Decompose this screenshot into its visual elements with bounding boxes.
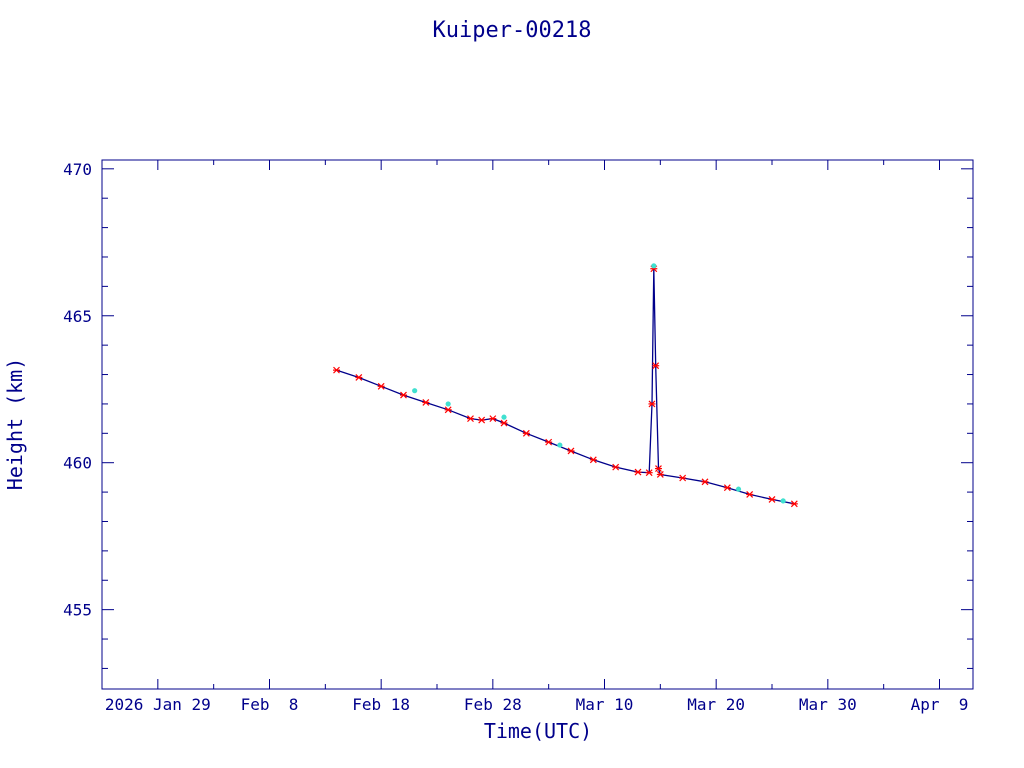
x-tick-label: Mar 30 <box>799 695 857 714</box>
data-point <box>746 491 754 498</box>
plot-frame <box>101 159 974 690</box>
x-tick-label: Mar 10 <box>576 695 634 714</box>
x-axis: 2026 Jan 29 Feb 8 Feb 18 Feb 28 Mar 10 Mar 20… <box>101 160 969 714</box>
data-point <box>679 474 687 482</box>
data-point <box>701 478 709 486</box>
data-point <box>377 382 385 390</box>
x-tick-label: Feb 8 <box>241 695 299 714</box>
y-tick-label: 465 <box>63 307 92 326</box>
chart-title: Kuiper-00218 <box>433 18 592 43</box>
x-tick-label: Apr 9 <box>911 695 969 714</box>
data-point <box>612 463 620 471</box>
highlight-point <box>501 414 507 420</box>
data-point <box>467 415 474 423</box>
data-point <box>489 415 497 423</box>
data-point <box>656 471 664 478</box>
x-tick-label: 2026 Jan 29 <box>105 695 211 714</box>
data-point <box>444 406 452 414</box>
y-axis-label: Height (km) <box>3 358 27 490</box>
highlight-point <box>412 388 418 394</box>
data-point <box>545 438 553 446</box>
highlight-point <box>651 263 657 269</box>
data-point <box>478 416 486 424</box>
data-point <box>500 419 508 427</box>
data-point <box>654 465 662 473</box>
highlight-point <box>780 498 786 504</box>
series-line <box>336 268 795 505</box>
highlight-point <box>445 401 451 407</box>
data-point <box>648 400 656 408</box>
y-tick-label: 460 <box>63 454 92 473</box>
data-point <box>355 374 363 381</box>
y-tick-label: 470 <box>63 160 92 179</box>
x-axis-label: Time(UTC) <box>484 719 592 743</box>
x-tick-label: Mar 20 <box>687 695 745 714</box>
x-tick-label: Feb 18 <box>352 695 410 714</box>
data-point <box>768 496 776 503</box>
data-point <box>567 447 575 455</box>
data-point <box>522 429 530 437</box>
series-layer <box>333 263 798 508</box>
highlight-point <box>735 486 742 492</box>
data-point <box>652 362 660 370</box>
data-point <box>645 469 653 477</box>
data-point <box>400 391 407 399</box>
data-point <box>333 366 340 374</box>
data-point <box>422 399 430 406</box>
y-axis: 455 460 465 470 <box>63 160 973 669</box>
data-point <box>790 500 798 508</box>
data-point <box>634 468 642 476</box>
y-tick-label: 455 <box>63 601 92 620</box>
data-point <box>723 484 731 492</box>
x-tick-label: Feb 28 <box>464 695 522 714</box>
highlight-point <box>557 442 563 448</box>
data-point <box>589 456 597 464</box>
